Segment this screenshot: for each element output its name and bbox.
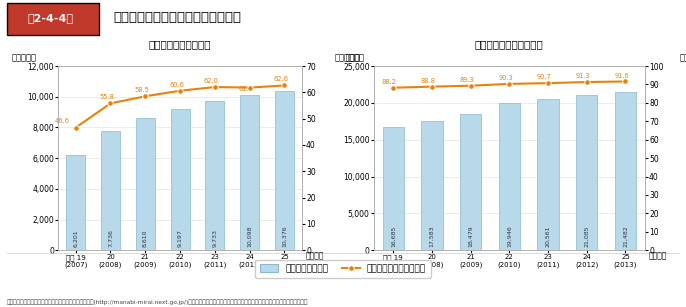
Bar (275, 91, 294, 250)
FancyBboxPatch shape (7, 2, 99, 35)
Bar (205, 101, 224, 250)
Text: 90.7: 90.7 (537, 74, 552, 80)
Text: 91.6: 91.6 (614, 73, 629, 79)
Text: （％）: （％） (346, 53, 361, 62)
Text: 46.6: 46.6 (54, 119, 69, 124)
Text: （年度）: （年度） (648, 252, 667, 261)
Text: 10,098: 10,098 (247, 226, 252, 247)
Text: （１）放課後子供教室: （１）放課後子供教室 (149, 39, 211, 49)
Text: （教室数）: （教室数） (12, 53, 37, 62)
Text: 16,685: 16,685 (391, 226, 396, 247)
Bar (383, 127, 404, 250)
Text: 6,201: 6,201 (73, 230, 78, 247)
Text: （出典）文部科学省「学校と地域でつくる学びの未来」(http://manabi-mirai.next.go.jp/)，厘生労働省「放課後児童健全育成事業（放課後: （出典）文部科学省「学校と地域でつくる学びの未来」(http://manabi-… (7, 300, 308, 305)
Text: 8,610: 8,610 (143, 230, 147, 247)
Text: 21,482: 21,482 (623, 226, 628, 247)
Legend: 教室数・クラブ数, 実施市町村割合（右軸）: 教室数・クラブ数, 実施市町村割合（右軸） (255, 260, 431, 278)
Text: 「放課後子どもプラン」の実施状況: 「放課後子どもプラン」の実施状況 (113, 11, 241, 24)
Bar (101, 131, 120, 250)
Text: （年度）: （年度） (305, 252, 324, 261)
Bar (66, 155, 85, 250)
Bar (499, 103, 520, 250)
Bar (240, 95, 259, 250)
Text: 58.5: 58.5 (134, 87, 150, 93)
Bar (171, 109, 189, 250)
Text: （クラブ数）: （クラブ数） (335, 53, 364, 62)
Text: 7,736: 7,736 (108, 229, 113, 247)
Text: 62.6: 62.6 (274, 76, 288, 82)
Text: 9,733: 9,733 (213, 229, 217, 247)
Text: 9,197: 9,197 (178, 229, 182, 247)
Text: 第2-4-4図: 第2-4-4図 (27, 13, 73, 23)
Text: 60.6: 60.6 (169, 82, 184, 87)
Bar (421, 121, 442, 250)
Text: 91.3: 91.3 (576, 73, 590, 79)
Text: 89.3: 89.3 (460, 77, 474, 83)
Text: 90.3: 90.3 (498, 75, 513, 81)
Text: 19,946: 19,946 (507, 226, 512, 247)
Text: 21,085: 21,085 (584, 226, 589, 247)
Text: 20,561: 20,561 (545, 226, 551, 247)
Text: 62.0: 62.0 (204, 78, 219, 84)
Text: 10,376: 10,376 (282, 226, 287, 247)
Text: 17,583: 17,583 (429, 226, 434, 247)
Text: 18,479: 18,479 (468, 226, 473, 247)
Text: 55.8: 55.8 (99, 94, 115, 100)
Text: 88.8: 88.8 (421, 78, 436, 84)
Text: 88.2: 88.2 (382, 79, 397, 85)
Bar (615, 92, 636, 250)
Text: 61.8: 61.8 (239, 86, 254, 92)
Bar (537, 99, 558, 250)
Text: （２）放課後児童クラブ: （２）放課後児童クラブ (475, 39, 544, 49)
Bar (460, 114, 482, 250)
Bar (136, 118, 155, 250)
Bar (576, 95, 598, 250)
Text: （％）: （％） (680, 53, 686, 62)
